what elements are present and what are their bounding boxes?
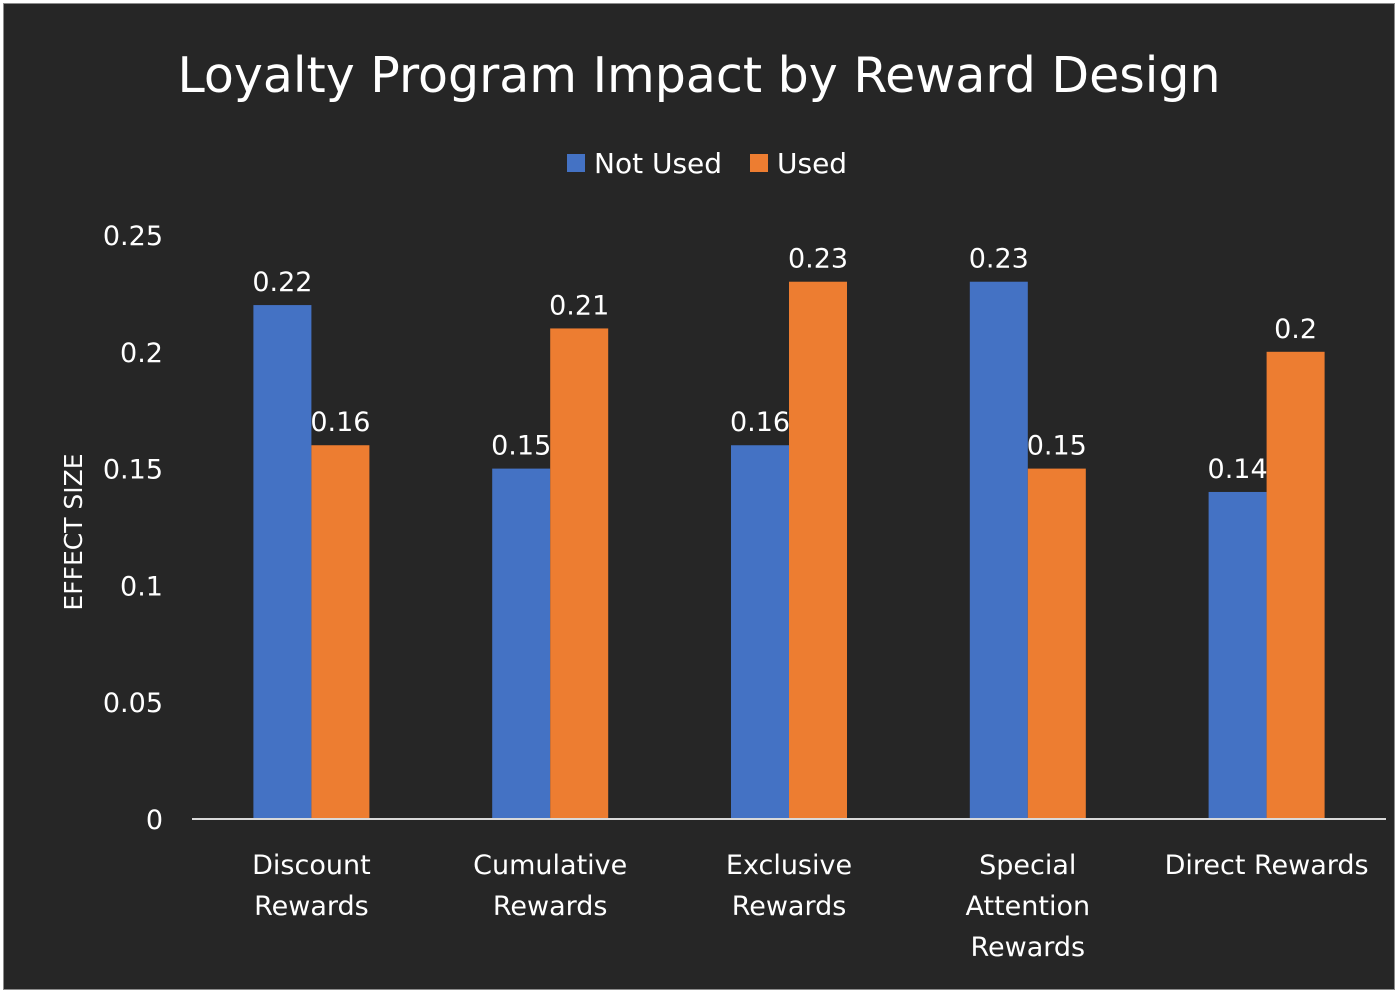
- data-label: 0.23: [969, 244, 1029, 275]
- x-category-line: Special: [979, 850, 1076, 881]
- x-category-label: Cumulative Rewards: [473, 850, 627, 922]
- x-category-line: Cumulative: [473, 850, 627, 881]
- bar-not-used: [1208, 491, 1267, 819]
- x-category-line: Exclusive: [726, 850, 852, 881]
- data-label: 0.21: [549, 290, 609, 321]
- bar-not-used: [969, 281, 1028, 820]
- bar-used: [311, 445, 370, 819]
- data-label: 0.15: [491, 431, 551, 462]
- data-label: 0.2: [1274, 314, 1317, 345]
- bar-chart: Loyalty Program Impact by Reward Design …: [59, 47, 1386, 963]
- chart-title: Loyalty Program Impact by Reward Design: [177, 47, 1220, 104]
- bar-used: [1027, 468, 1086, 819]
- bar-not-used: [253, 305, 312, 820]
- x-category-line: Discount: [252, 850, 371, 881]
- bar-not-used: [731, 445, 789, 819]
- x-category-label: Direct Rewards: [1165, 850, 1369, 881]
- data-label: 0.16: [730, 407, 790, 438]
- bar-used: [550, 328, 609, 819]
- x-category-line: Direct Rewards: [1165, 850, 1369, 881]
- bar-not-used: [492, 468, 551, 819]
- y-tick-label: 0.15: [103, 455, 163, 486]
- legend-swatch-not-used: [567, 154, 585, 172]
- y-tick-label: 0.2: [120, 338, 163, 369]
- x-category-label: Exclusive Rewards: [726, 850, 852, 922]
- y-tick-label: 0.05: [103, 688, 163, 719]
- legend-label: Used: [777, 147, 847, 180]
- x-category-line: Rewards: [493, 891, 608, 922]
- legend: Not Used Used: [567, 147, 847, 180]
- y-axis-ticks: 0 0.05 0.1 0.15 0.2 0.25: [103, 221, 163, 836]
- chart-frame: Loyalty Program Impact by Reward Design …: [3, 3, 1395, 990]
- y-tick-label: 0.1: [120, 571, 163, 602]
- bar-used: [1266, 351, 1325, 819]
- data-label: 0.14: [1208, 454, 1268, 485]
- data-label: 0.15: [1027, 431, 1087, 462]
- data-labels: 0.22 0.15 0.16 0.23 0.14 0.16 0.21 0.23 0.15 0.2: [252, 244, 1317, 485]
- x-category-label: Special Attention Rewards: [965, 850, 1090, 963]
- legend-swatch-used: [750, 154, 768, 172]
- y-axis-label: EFFECT SIZE: [59, 453, 88, 610]
- x-category-line: Rewards: [732, 891, 847, 922]
- x-category-line: Rewards: [970, 932, 1085, 963]
- bars: [253, 281, 1325, 820]
- x-category-label: Discount Rewards: [252, 850, 371, 922]
- y-tick-label: 0: [146, 805, 163, 836]
- y-tick-label: 0.25: [103, 221, 163, 252]
- data-label: 0.23: [788, 244, 848, 275]
- data-label: 0.22: [252, 267, 312, 298]
- bar-used: [789, 281, 847, 820]
- data-label: 0.16: [310, 407, 370, 438]
- x-category-line: Attention: [965, 891, 1090, 922]
- legend-label: Not Used: [594, 147, 722, 180]
- x-category-line: Rewards: [254, 891, 369, 922]
